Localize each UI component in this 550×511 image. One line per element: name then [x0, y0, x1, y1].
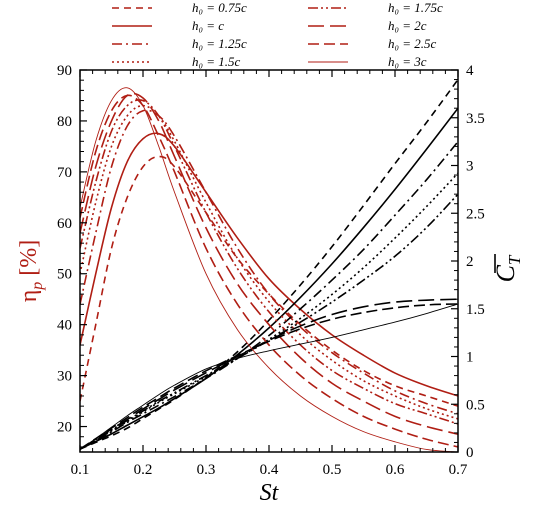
- x-tick-label: 0.3: [197, 462, 216, 478]
- legend-label: h₀ = c: [192, 18, 224, 33]
- x-tick-label: 0.5: [323, 462, 342, 478]
- x-axis: 0.1 0.2 0.3 0.4 0.5 0.6 0.7: [71, 70, 468, 478]
- y-left-tick-label: 70: [57, 165, 72, 181]
- y-left-tick-label: 60: [57, 216, 72, 232]
- efficiency-curve-4: [80, 99, 458, 425]
- y-right-tick-label: 0.5: [466, 397, 485, 413]
- y-axis-right-label-group: CT: [491, 254, 524, 282]
- legend-label: h₀ = 1.25c: [192, 36, 247, 51]
- legend: h₀ = 0.75c h₀ = c h₀ = 1.25c h₀ = 1.5c h₀ = …: [112, 0, 443, 69]
- efficiency-curve-1: [80, 132, 458, 397]
- y-right-tick-label: 4: [466, 63, 474, 79]
- y-axis-left: 20 30 40 50 60 70 80 90: [57, 63, 87, 448]
- y-right-tick-label: 0: [466, 445, 474, 461]
- thrust-curve-0: [80, 79, 458, 450]
- y-right-tick-label: 1: [466, 350, 474, 366]
- efficiency-curve-3: [80, 104, 458, 420]
- thrust-curve-5: [80, 298, 458, 450]
- legend-label: h₀ = 3c: [388, 54, 427, 69]
- legend-label: h₀ = 1.5c: [192, 54, 241, 69]
- y-right-tick-label: 2: [466, 254, 474, 270]
- x-tick-label: 0.6: [386, 462, 405, 478]
- y-left-tick-label: 30: [57, 369, 72, 385]
- y-axis-right: 0 0.5 1 1.5 2 2.5 3 3.5 4: [451, 63, 485, 461]
- y-right-tick-label: 3: [466, 159, 474, 175]
- y-left-tick-label: 80: [57, 114, 72, 130]
- chart-curves: [80, 79, 458, 452]
- plot-frame: [79, 69, 459, 453]
- legend-label: h₀ = 2c: [388, 18, 427, 33]
- x-axis-label: St: [260, 480, 280, 506]
- thrust-curve-3: [80, 172, 458, 450]
- x-tick-label: 0.7: [449, 462, 468, 478]
- legend-label: h₀ = 0.75c: [192, 0, 247, 15]
- thrust-curve-4: [80, 193, 458, 450]
- y-axis-right-label: CT: [491, 254, 524, 282]
- x-tick-label: 0.1: [71, 462, 90, 478]
- efficiency-curve-5: [80, 92, 458, 435]
- y-left-tick-label: 20: [57, 420, 72, 436]
- thrust-curve-2: [80, 141, 458, 450]
- efficiency-curve-0: [80, 155, 458, 407]
- y-left-tick-label: 90: [57, 63, 72, 79]
- legend-label: h₀ = 2.5c: [388, 36, 437, 51]
- y-axis-left-label: ηp [%]: [16, 240, 46, 303]
- efficiency-curve-7: [80, 87, 458, 452]
- y-left-tick-label: 50: [57, 267, 72, 283]
- legend-label: h₀ = 1.75c: [388, 0, 443, 15]
- y-right-tick-label: 3.5: [466, 111, 485, 127]
- y-right-tick-label: 2.5: [466, 206, 485, 222]
- thrust-curve-7: [80, 303, 458, 450]
- x-tick-label: 0.2: [134, 462, 153, 478]
- y-right-tick-label: 1.5: [466, 302, 485, 318]
- x-tick-label: 0.4: [260, 462, 279, 478]
- y-left-tick-label: 40: [57, 318, 72, 334]
